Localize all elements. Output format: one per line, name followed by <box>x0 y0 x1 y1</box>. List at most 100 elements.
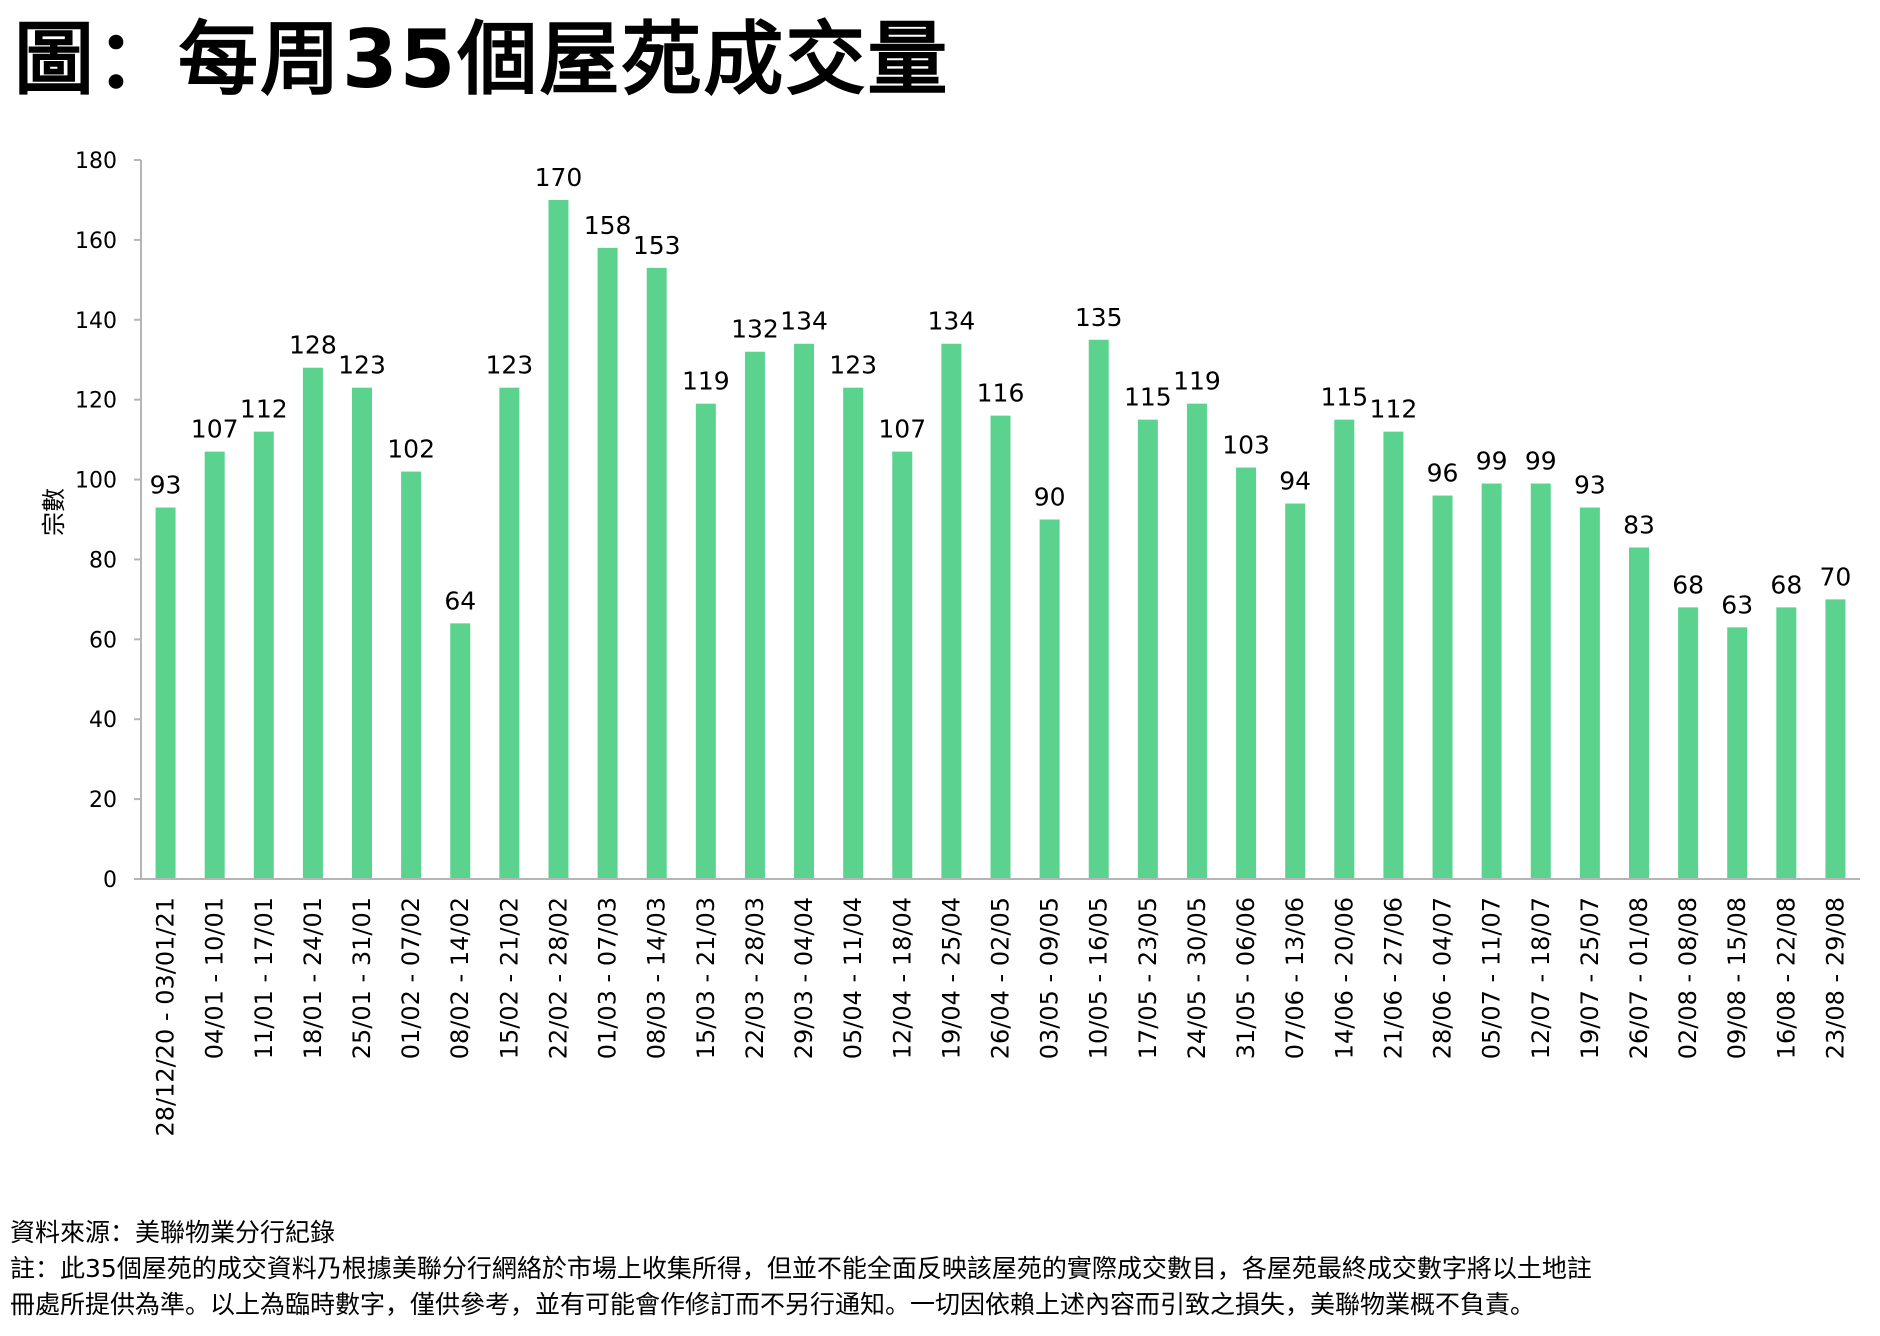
x-tick-label: 28/12/20 - 03/01/21 <box>152 897 180 1137</box>
bar <box>646 267 667 880</box>
bar <box>1088 339 1109 879</box>
x-tick-label: 17/05 - 23/05 <box>1134 897 1162 1059</box>
y-tick-label: 100 <box>75 469 117 494</box>
data-label: 93 <box>1574 471 1606 500</box>
footer: 資料來源：美聯物業分行紀錄 註：此35個屋苑的成交資料乃根據美聯分行網絡於市場上… <box>10 1215 1592 1323</box>
data-label: 134 <box>928 307 976 336</box>
data-label: 68 <box>1770 570 1802 599</box>
data-label: 99 <box>1476 447 1508 476</box>
bar <box>1628 547 1649 879</box>
y-tick-label: 0 <box>103 868 117 893</box>
x-tick-label: 19/07 - 25/07 <box>1576 897 1604 1059</box>
data-label: 68 <box>1672 570 1704 599</box>
data-label: 158 <box>584 211 632 240</box>
x-tick-label: 08/02 - 14/02 <box>446 897 474 1059</box>
bar <box>1383 431 1404 879</box>
bar <box>941 343 962 879</box>
bar <box>548 199 569 879</box>
source-note: 資料來源：美聯物業分行紀錄 <box>10 1218 336 1247</box>
x-tick-label: 01/02 - 07/02 <box>397 897 425 1059</box>
bar <box>1334 419 1355 879</box>
data-label: 94 <box>1279 467 1311 496</box>
x-tick-label: 01/03 - 07/03 <box>594 897 622 1059</box>
data-label: 70 <box>1820 562 1852 591</box>
bar <box>302 367 323 879</box>
bar <box>1481 483 1502 879</box>
x-tick-label: 18/01 - 24/01 <box>299 897 327 1059</box>
bar <box>204 451 225 879</box>
bar <box>597 247 618 879</box>
x-tick-label: 25/01 - 31/01 <box>348 897 376 1059</box>
bar <box>499 387 520 879</box>
data-label: 64 <box>444 586 476 615</box>
data-label: 153 <box>633 231 681 260</box>
x-tick-label: 03/05 - 09/05 <box>1036 897 1064 1059</box>
y-tick-label: 20 <box>89 788 117 813</box>
x-tick-label: 08/03 - 14/03 <box>643 897 671 1059</box>
x-tick-label: 31/05 - 06/06 <box>1232 897 1260 1059</box>
x-tick-label: 26/04 - 02/05 <box>987 897 1015 1059</box>
data-label: 123 <box>485 351 533 380</box>
data-label: 115 <box>1320 383 1368 412</box>
bar <box>892 451 913 879</box>
bar <box>1727 627 1748 879</box>
x-tick-label: 22/03 - 28/03 <box>741 897 769 1059</box>
data-label: 135 <box>1075 303 1123 332</box>
data-label: 112 <box>240 395 288 424</box>
x-tick-label: 19/04 - 25/04 <box>937 897 965 1059</box>
x-tick-label: 22/02 - 28/02 <box>544 897 572 1059</box>
data-label: 107 <box>191 415 239 444</box>
x-tick-label: 04/01 - 10/01 <box>201 897 229 1059</box>
y-axis-label: 宗數 <box>40 488 68 536</box>
y-tick-label: 140 <box>75 309 117 334</box>
data-label: 63 <box>1721 590 1753 619</box>
bar <box>695 403 716 879</box>
data-label: 99 <box>1525 447 1557 476</box>
bar <box>1039 519 1060 879</box>
bar <box>1137 419 1158 879</box>
data-label: 170 <box>535 163 583 192</box>
data-label: 119 <box>1173 367 1221 396</box>
data-label: 116 <box>977 379 1025 408</box>
x-tick-label: 23/08 - 29/08 <box>1821 897 1849 1059</box>
bar <box>450 623 471 879</box>
y-tick-label: 60 <box>89 628 117 653</box>
x-tick-label: 12/04 - 18/04 <box>888 897 916 1059</box>
bar <box>843 387 864 879</box>
x-tick-label: 28/06 - 04/07 <box>1429 897 1457 1059</box>
y-tick-label: 180 <box>75 149 117 174</box>
bar <box>401 471 422 879</box>
bar <box>794 343 815 879</box>
bar <box>1776 607 1797 879</box>
x-tick-label: 09/08 - 15/08 <box>1723 897 1751 1059</box>
x-tick-label: 24/05 - 30/05 <box>1183 897 1211 1059</box>
data-label: 90 <box>1034 483 1066 512</box>
x-tick-label: 16/08 - 22/08 <box>1772 897 1800 1059</box>
bar <box>1186 403 1207 879</box>
bar <box>1530 483 1551 879</box>
data-label: 102 <box>387 435 435 464</box>
x-tick-label: 29/03 - 04/04 <box>790 897 818 1059</box>
data-label: 107 <box>878 415 926 444</box>
disclaimer-line-1: 註：此35個屋苑的成交資料乃根據美聯分行網絡於市場上收集所得，但並不能全面反映該… <box>10 1254 1592 1283</box>
data-label: 103 <box>1222 431 1270 460</box>
x-tick-label: 11/01 - 17/01 <box>250 897 278 1059</box>
data-label: 93 <box>150 471 182 500</box>
data-label: 119 <box>682 367 730 396</box>
data-label: 83 <box>1623 510 1655 539</box>
y-tick-label: 120 <box>75 389 117 414</box>
data-label: 112 <box>1370 395 1418 424</box>
disclaimer-line-2: 冊處所提供為準。以上為臨時數字，僅供參考，並有可能會作修訂而不另行通知。一切因依… <box>10 1290 1536 1319</box>
x-tick-label: 05/04 - 11/04 <box>839 897 867 1059</box>
x-tick-label: 15/03 - 21/03 <box>692 897 720 1059</box>
bar <box>155 507 176 879</box>
bars <box>155 199 1846 880</box>
x-axis: 28/12/20 - 03/01/21 04/01 - 10/01 11/01 - … <box>141 878 1860 1137</box>
bar <box>1432 495 1453 879</box>
data-label: 134 <box>780 307 828 336</box>
y-tick-label: 80 <box>89 548 117 573</box>
x-tick-label: 02/08 - 08/08 <box>1674 897 1702 1059</box>
data-label: 123 <box>338 351 386 380</box>
y-tick-label: 160 <box>75 229 117 254</box>
